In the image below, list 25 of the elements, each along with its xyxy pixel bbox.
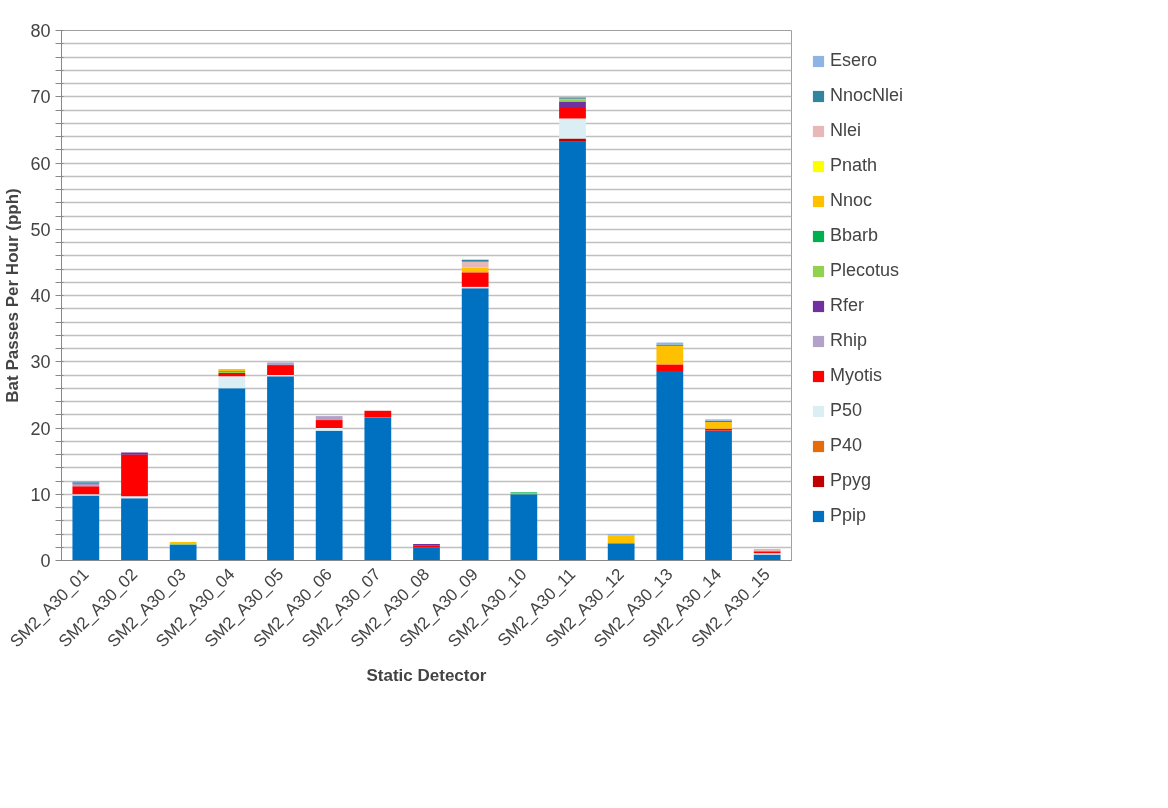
y-tick-label: 0 (40, 551, 51, 571)
legend-label: Ppyg (830, 470, 872, 491)
legend-label: Ppip (830, 505, 867, 526)
legend-label: P50 (830, 400, 863, 421)
legend-label: Nlei (830, 120, 862, 141)
y-tick-label: 20 (30, 418, 51, 439)
y-tick-label: 50 (30, 219, 51, 240)
y-tick-label: 40 (30, 286, 51, 306)
legend-label: Rhip (830, 330, 868, 351)
legend-label: NnocNlei (830, 85, 904, 106)
y-tick-label: 80 (30, 21, 51, 41)
y-tick-label: 30 (30, 352, 51, 373)
y-tick-label: 60 (30, 153, 51, 174)
x-axis-title: Static Detector (366, 665, 487, 685)
y-tick-label: 10 (30, 484, 51, 505)
y-axis-title: Bat Passes Per Hour (pph) (3, 188, 23, 403)
legend-label: Bbarb (830, 225, 879, 246)
legend-label: Plecotus (830, 260, 900, 281)
legend-label: Rfer (830, 295, 865, 316)
y-tick-label: 70 (30, 87, 51, 108)
legend-label: Esero (830, 50, 878, 71)
legend-label: Pnath (830, 155, 878, 176)
legend-label: P40 (830, 435, 863, 456)
legend-label: Myotis (830, 365, 883, 386)
legend-label: Nnoc (830, 190, 873, 211)
